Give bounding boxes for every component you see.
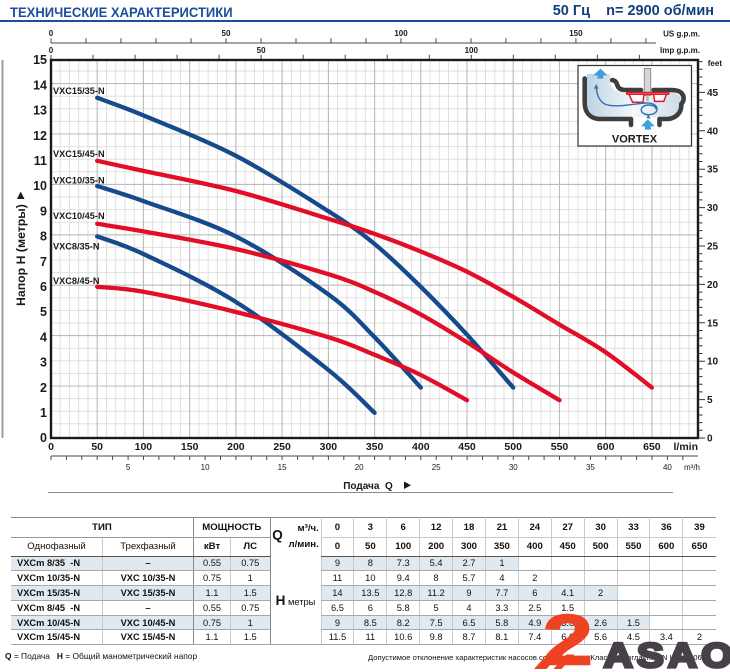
svg-text:350: 350 xyxy=(366,441,384,453)
svg-text:600: 600 xyxy=(597,441,615,453)
svg-text:150: 150 xyxy=(181,441,199,453)
svg-text:40: 40 xyxy=(663,463,672,472)
svg-text:VXC10/45-N: VXC10/45-N xyxy=(53,211,105,221)
svg-text:15: 15 xyxy=(707,318,719,329)
svg-text:13: 13 xyxy=(33,104,47,118)
svg-text:50: 50 xyxy=(257,46,266,55)
svg-text:100: 100 xyxy=(465,46,479,55)
svg-text:Напор H (метры): Напор H (метры) xyxy=(14,204,28,306)
svg-text:7: 7 xyxy=(40,255,47,269)
svg-text:11: 11 xyxy=(34,154,47,168)
svg-text:250: 250 xyxy=(273,441,291,453)
svg-text:0: 0 xyxy=(707,434,713,445)
svg-text:400: 400 xyxy=(412,441,430,453)
svg-text:Imp g.p.m.: Imp g.p.m. xyxy=(660,46,700,55)
svg-text:0: 0 xyxy=(49,29,54,38)
svg-text:550: 550 xyxy=(551,441,569,453)
svg-text:5: 5 xyxy=(707,395,713,406)
svg-text:15: 15 xyxy=(33,53,47,67)
svg-text:20: 20 xyxy=(355,463,364,472)
svg-text:5: 5 xyxy=(126,463,131,472)
svg-text:0: 0 xyxy=(49,46,54,55)
svg-text:30: 30 xyxy=(707,203,719,214)
svg-text:14: 14 xyxy=(33,78,47,92)
svg-text:VXC10/35-N: VXC10/35-N xyxy=(53,176,105,186)
svg-text:5: 5 xyxy=(40,305,47,319)
svg-text:30: 30 xyxy=(509,463,518,472)
svg-text:VORTEX: VORTEX xyxy=(612,134,658,146)
svg-text:2: 2 xyxy=(40,381,47,395)
svg-text:15: 15 xyxy=(278,463,287,472)
svg-text:VXC15/35-N: VXC15/35-N xyxy=(53,86,105,96)
svg-text:50: 50 xyxy=(91,441,103,453)
svg-text:8: 8 xyxy=(40,230,47,244)
svg-text:9: 9 xyxy=(40,204,47,218)
svg-text:500: 500 xyxy=(504,441,522,453)
svg-text:VXC15/45-N: VXC15/45-N xyxy=(53,149,105,159)
svg-text:200: 200 xyxy=(227,441,245,453)
svg-text:450: 450 xyxy=(458,441,476,453)
svg-text:20: 20 xyxy=(707,280,719,291)
svg-text:4: 4 xyxy=(40,330,47,344)
svg-text:300: 300 xyxy=(320,441,338,453)
svg-text:25: 25 xyxy=(432,463,441,472)
svg-text:m³/h: m³/h xyxy=(684,463,700,472)
svg-text:Подача Q: Подача Q xyxy=(343,481,393,492)
svg-text:US g.p.m.: US g.p.m. xyxy=(663,30,700,39)
svg-text:35: 35 xyxy=(707,165,719,176)
svg-text:35: 35 xyxy=(586,463,595,472)
svg-text:650: 650 xyxy=(643,441,661,453)
svg-text:100: 100 xyxy=(135,441,153,453)
svg-text:150: 150 xyxy=(569,29,583,38)
svg-text:10: 10 xyxy=(707,357,719,368)
svg-text:0: 0 xyxy=(40,431,47,445)
svg-text:VXC8/35-N: VXC8/35-N xyxy=(53,242,100,252)
svg-text:25: 25 xyxy=(707,242,719,253)
svg-text:3: 3 xyxy=(40,356,47,370)
svg-text:0: 0 xyxy=(48,441,54,453)
svg-text:100: 100 xyxy=(394,29,408,38)
svg-text:12: 12 xyxy=(33,129,47,143)
svg-text:1: 1 xyxy=(40,406,47,420)
svg-text:10: 10 xyxy=(201,463,210,472)
svg-text:6: 6 xyxy=(40,280,47,294)
svg-text:l/min: l/min xyxy=(673,441,698,453)
svg-text:50: 50 xyxy=(222,29,231,38)
svg-text:40: 40 xyxy=(707,126,719,137)
svg-text:VXC8/45-N: VXC8/45-N xyxy=(53,276,100,286)
svg-text:45: 45 xyxy=(707,88,719,99)
svg-text:ASAO: ASAO xyxy=(604,635,730,672)
svg-text:feet: feet xyxy=(708,59,723,68)
svg-text:10: 10 xyxy=(33,179,47,193)
